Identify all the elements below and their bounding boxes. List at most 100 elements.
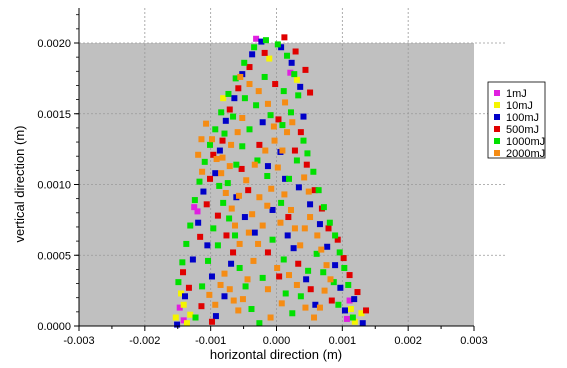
scatter-point bbox=[174, 321, 181, 328]
scatter-point bbox=[206, 291, 213, 298]
scatter-point bbox=[301, 174, 308, 181]
x-tick-label: 0.000 bbox=[263, 335, 291, 347]
scatter-point bbox=[303, 276, 310, 283]
scatter-point bbox=[183, 320, 190, 327]
scatter-point bbox=[287, 109, 294, 116]
legend-swatch bbox=[494, 114, 500, 120]
scatter-point bbox=[270, 123, 277, 130]
scatter-point bbox=[297, 129, 304, 136]
scatter-point bbox=[320, 204, 327, 211]
x-tick-label: -0.001 bbox=[195, 335, 226, 347]
scatter-point bbox=[286, 175, 293, 182]
scatter-point bbox=[192, 314, 199, 321]
scatter-point bbox=[287, 206, 294, 213]
x-tick-label: -0.003 bbox=[63, 335, 94, 347]
scatter-point bbox=[196, 178, 203, 185]
scatter-point bbox=[232, 222, 239, 229]
legend-label: 1000mJ bbox=[506, 136, 545, 148]
scatter-point bbox=[223, 232, 230, 239]
scatter-point bbox=[238, 165, 245, 172]
scatter-point bbox=[267, 314, 274, 321]
scatter-point bbox=[315, 187, 322, 194]
scatter-point bbox=[212, 313, 219, 320]
scatter-point bbox=[199, 283, 206, 290]
x-tick-label: 0.002 bbox=[394, 335, 422, 347]
scatter-point bbox=[278, 300, 285, 307]
scatter-point bbox=[289, 310, 296, 317]
legend-swatch bbox=[494, 126, 500, 132]
scatter-point bbox=[291, 225, 298, 232]
scatter-point bbox=[347, 306, 354, 313]
legend-label: 2000mJ bbox=[506, 148, 545, 160]
scatter-point bbox=[305, 188, 312, 195]
scatter-point bbox=[205, 257, 212, 264]
scatter-point bbox=[250, 257, 257, 264]
scatter-point bbox=[291, 147, 298, 154]
scatter-point bbox=[261, 49, 268, 56]
scatter-point bbox=[297, 83, 304, 90]
scatter-point bbox=[312, 301, 319, 308]
scatter-point bbox=[274, 41, 281, 48]
scatter-point bbox=[232, 75, 239, 82]
scatter-point bbox=[271, 137, 278, 144]
y-tick-label: 0.0005 bbox=[37, 250, 71, 262]
scatter-point bbox=[259, 222, 266, 229]
scatter-point bbox=[241, 214, 248, 221]
scatter-point bbox=[278, 199, 285, 206]
scatter-point bbox=[264, 249, 271, 256]
scatter-point bbox=[349, 314, 356, 321]
scatter-point bbox=[326, 219, 333, 226]
scatter-point bbox=[214, 242, 221, 249]
scatter-point bbox=[249, 211, 256, 218]
scatter-point bbox=[321, 287, 328, 294]
scatter-point bbox=[275, 116, 282, 123]
scatter-point bbox=[204, 242, 211, 249]
scatter-point bbox=[245, 187, 252, 194]
scatter-point bbox=[207, 175, 214, 182]
scatter-point bbox=[332, 262, 339, 269]
scatter-point bbox=[320, 269, 327, 276]
scatter-point bbox=[225, 90, 232, 97]
scatter-point bbox=[259, 119, 266, 126]
scatter-point bbox=[221, 130, 228, 137]
y-axis-ticks: 0.0000 0.0005 0.0010 0.0015 0.0020 bbox=[37, 14, 79, 333]
scatter-point bbox=[219, 154, 226, 161]
scatter-point bbox=[254, 157, 261, 164]
scatter-point bbox=[224, 180, 231, 187]
scatter-point bbox=[251, 229, 258, 236]
scatter-point bbox=[269, 206, 276, 213]
scatter-point bbox=[253, 102, 260, 109]
scatter-point bbox=[262, 147, 269, 154]
scatter-point bbox=[214, 212, 221, 219]
scatter-point bbox=[228, 260, 235, 267]
scatter-point bbox=[340, 255, 347, 262]
scatter-point bbox=[180, 269, 187, 276]
scatter-point bbox=[316, 221, 323, 228]
scatter-point bbox=[359, 320, 366, 327]
scatter-point bbox=[325, 225, 332, 232]
scatter-point bbox=[216, 147, 223, 154]
scatter-point bbox=[235, 307, 242, 314]
scatter-point bbox=[178, 290, 185, 297]
scatter-point bbox=[288, 59, 295, 66]
scatter-point bbox=[191, 204, 198, 211]
scatter-point bbox=[297, 293, 304, 300]
scatter-point bbox=[235, 192, 242, 199]
scatter-point bbox=[222, 189, 229, 196]
scatter-point bbox=[272, 81, 279, 88]
scatter-point bbox=[346, 272, 353, 279]
legend-label: 10mJ bbox=[506, 100, 533, 112]
scatter-point bbox=[264, 173, 271, 180]
scatter-point bbox=[226, 286, 233, 293]
x-tick-label: -0.002 bbox=[129, 335, 160, 347]
legend-swatch bbox=[494, 102, 500, 108]
scatter-point bbox=[281, 191, 288, 198]
scatter-point bbox=[237, 73, 244, 80]
scatter-point bbox=[334, 236, 341, 243]
scatter-point bbox=[311, 314, 318, 321]
scatter-point bbox=[236, 264, 243, 271]
scatter-point bbox=[253, 35, 260, 42]
scatter-point bbox=[172, 314, 179, 321]
